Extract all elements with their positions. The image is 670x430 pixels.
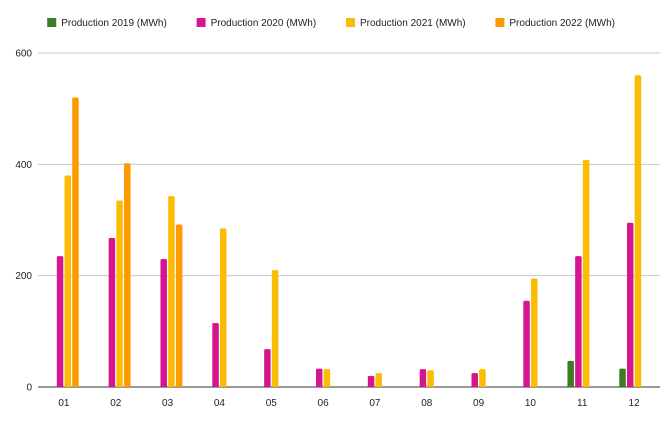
bar[interactable] (619, 368, 626, 387)
legend-label: Production 2022 (MWh) (509, 18, 615, 29)
bar[interactable] (175, 224, 183, 387)
bar[interactable] (323, 369, 331, 387)
bar[interactable] (479, 369, 486, 387)
legend-label: Production 2020 (MWh) (211, 18, 317, 29)
bar[interactable] (72, 97, 79, 388)
x-tick-label: 07 (369, 398, 381, 409)
legend-swatch (346, 18, 355, 27)
legend-swatch (196, 18, 206, 27)
legend-label: Production 2021 (MWh) (360, 18, 466, 29)
y-tick-label: 0 (26, 383, 32, 394)
legend: Production 2019 (MWh) Production 2020 (MW… (47, 18, 615, 29)
bar[interactable] (108, 237, 116, 387)
legend-swatch (47, 18, 57, 27)
bar[interactable] (56, 256, 64, 387)
x-tick-label: 10 (525, 398, 537, 409)
legend-label: Production 2019 (MWh) (61, 18, 167, 29)
legend-item[interactable]: Production 2021 (MWh) (346, 18, 466, 29)
bar[interactable] (367, 375, 375, 387)
x-tick-label: 02 (110, 398, 122, 409)
bar[interactable] (168, 196, 175, 387)
x-tick-label: 12 (629, 398, 641, 409)
x-tick-label: 05 (266, 398, 278, 409)
legend-item[interactable]: Production 2020 (MWh) (196, 18, 317, 29)
legend-swatch (495, 18, 505, 27)
bar[interactable] (264, 349, 271, 387)
bar[interactable] (315, 368, 323, 387)
bar[interactable] (220, 228, 227, 387)
bar[interactable] (64, 175, 72, 387)
x-tick-label: 11 (577, 398, 588, 409)
legend-item[interactable]: Production 2022 (MWh) (495, 18, 615, 29)
bar[interactable] (634, 75, 642, 388)
x-tick-label: 04 (214, 398, 226, 409)
bar[interactable] (523, 300, 530, 387)
bar[interactable] (419, 369, 427, 387)
grid-lines (38, 52, 660, 388)
y-tick-label: 400 (15, 160, 32, 171)
y-tick-label: 600 (15, 49, 32, 60)
bar[interactable] (471, 373, 478, 387)
x-tick-label: 06 (318, 398, 330, 409)
bar[interactable] (531, 278, 538, 387)
bar[interactable] (375, 373, 383, 387)
bar[interactable] (575, 256, 582, 387)
bar[interactable] (271, 270, 279, 387)
x-tick-label: 01 (58, 398, 70, 409)
x-tick-label: 03 (162, 398, 174, 409)
y-tick-label: 200 (15, 271, 32, 282)
bar[interactable] (427, 370, 434, 387)
bar[interactable] (582, 159, 590, 387)
bar[interactable] (567, 360, 574, 387)
legend-item[interactable]: Production 2019 (MWh) (47, 18, 167, 29)
bar[interactable] (160, 258, 167, 387)
x-axis-ticks: 01 02 03 04 05 06 07 08 09 10 11 12 (58, 398, 640, 409)
bar[interactable] (116, 200, 123, 387)
bar[interactable] (124, 163, 131, 387)
y-axis-ticks: 0 200 400 600 (15, 49, 32, 394)
bar[interactable] (626, 222, 634, 387)
bars (56, 75, 642, 388)
x-tick-label: 09 (473, 398, 485, 409)
bar[interactable] (212, 322, 219, 387)
x-tick-label: 08 (421, 398, 433, 409)
